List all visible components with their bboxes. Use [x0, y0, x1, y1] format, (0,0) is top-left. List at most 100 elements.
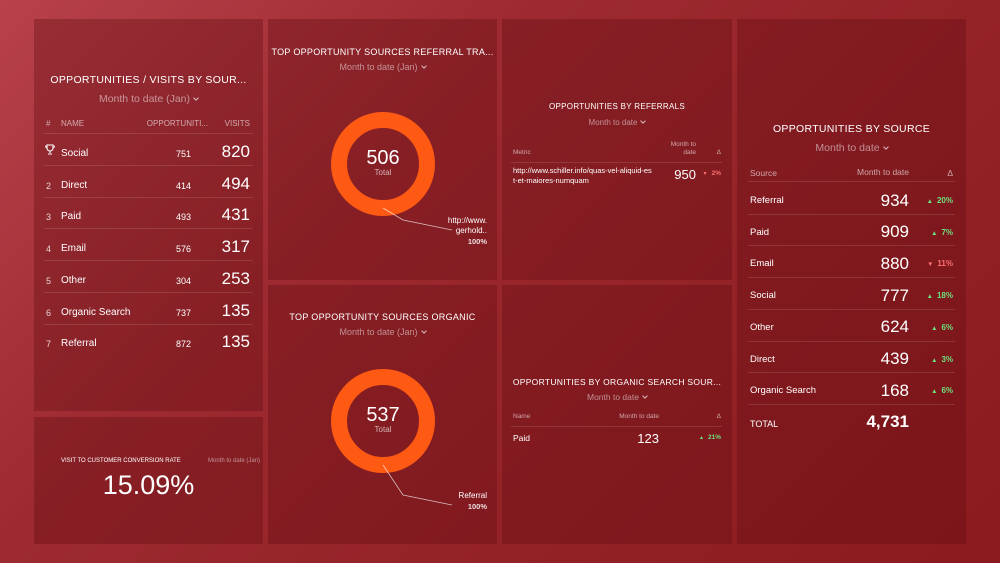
row-value: 880 — [880, 253, 909, 273]
row-value: 909 — [880, 222, 909, 242]
row-delta: ▲ 20% — [927, 196, 953, 205]
row-name: Paid — [513, 433, 531, 443]
opportunities: 304 — [175, 275, 191, 286]
panel-title: OPPORTUNITIES BY ORGANIC SEARCH SOUR... — [512, 377, 722, 387]
row-divider — [748, 277, 955, 279]
conversion-panel: VISIT TO CUSTOMER CONVERSION RATE Month t… — [34, 417, 263, 544]
panel-title: OPPORTUNITIES BY REFERRALS — [549, 102, 685, 111]
donut-total-label: Total — [374, 168, 392, 177]
period-selector: Month to date (Jan) — [208, 458, 261, 464]
slice-percent: 100% — [467, 502, 487, 511]
row-divider — [748, 245, 955, 247]
opportunities: 576 — [175, 244, 191, 255]
column-header: # — [46, 119, 51, 128]
delta-arrow: ▲ — [931, 229, 938, 237]
delta-arrow: ▲ — [698, 435, 704, 441]
delta-arrow: ▼ — [702, 171, 708, 177]
slice-percent: 100% — [467, 237, 487, 246]
total-value: 4,731 — [866, 412, 909, 431]
column-header: Source — [750, 168, 777, 178]
donut-total: 506 — [366, 147, 400, 169]
column-header: NAME — [61, 119, 85, 128]
kpi-value: 15.09% — [102, 470, 195, 500]
delta-arrow: ▲ — [926, 293, 933, 301]
visits: 135 — [221, 300, 250, 320]
rank: 5 — [46, 275, 52, 286]
panel-title: OPPORTUNITIES BY SOURCE — [772, 123, 931, 135]
rank: 3 — [46, 212, 52, 223]
period-selector[interactable]: Month to date (Jan) — [34, 93, 263, 105]
opportunities: 414 — [175, 180, 191, 191]
row-divider — [44, 323, 253, 325]
row-value: 777 — [880, 285, 909, 305]
column-header: Metric — [513, 149, 531, 156]
row-value: 624 — [880, 317, 909, 337]
row-divider — [748, 372, 955, 374]
period-selector[interactable]: Month to date (Jan) — [268, 327, 497, 337]
row-divider — [748, 213, 955, 215]
organic-donut-panel: TOP OPPORTUNITY SOURCES ORGANIC Month to … — [268, 285, 497, 544]
column-header: OPPORTUNITI... — [146, 119, 208, 128]
column-header: VISITS — [224, 119, 250, 128]
row-name: Email — [750, 258, 774, 270]
opportunities: 493 — [175, 212, 191, 223]
leader-line — [382, 464, 453, 506]
donut-chart — [331, 369, 453, 506]
row-delta: ▲ 6% — [931, 323, 953, 332]
rank: 4 — [46, 244, 52, 255]
donut-total: 537 — [366, 404, 400, 426]
donut-total-label: Total — [374, 425, 392, 434]
row-delta: ▲ 6% — [931, 386, 953, 395]
referral-donut-panel: TOP OPPORTUNITY SOURCES REFERRAL TRA... M… — [268, 19, 497, 280]
period-selector[interactable]: Month to date — [737, 142, 966, 154]
row-name: Referral — [750, 195, 784, 206]
rank: 6 — [46, 307, 52, 318]
source-name: Other — [61, 274, 87, 286]
visits: 494 — [221, 173, 250, 193]
row-value: 950 — [674, 166, 696, 182]
row-divider — [44, 228, 253, 230]
column-header: Month to date — [857, 167, 909, 177]
row-divider — [44, 291, 253, 293]
column-header: Name — [513, 413, 531, 420]
period-selector[interactable]: Month to date — [502, 118, 732, 127]
source-name: Direct — [61, 179, 88, 191]
period-selector[interactable]: Month to date — [502, 392, 732, 402]
row-value: 168 — [880, 380, 909, 400]
row-divider — [44, 165, 253, 166]
column-header: Δ — [716, 413, 721, 420]
column-header: Δ — [716, 149, 721, 156]
row-divider — [511, 426, 722, 427]
delta-arrow: ▲ — [931, 388, 938, 396]
period-selector[interactable]: Month to date (Jan) — [268, 62, 497, 72]
row-divider — [748, 308, 955, 310]
trophy-icon — [45, 144, 55, 155]
row-delta: ▼ 2% — [702, 170, 721, 177]
row-delta: ▲ 3% — [931, 355, 953, 364]
organic-panel: OPPORTUNITIES BY ORGANIC SEARCH SOUR... M… — [502, 285, 732, 544]
row-value: 439 — [880, 349, 909, 368]
row-delta: ▲ 18% — [927, 291, 953, 300]
visits: 135 — [221, 332, 250, 352]
delta-value: 7% — [941, 227, 953, 237]
row-delta: ▼ 11% — [927, 259, 953, 268]
row-divider — [748, 181, 955, 182]
row-divider — [748, 403, 955, 405]
slice-label: http://www.gerhold.. — [447, 216, 487, 235]
visits: 317 — [221, 237, 250, 257]
source-name: Email — [61, 243, 87, 255]
column-header: Month to date — [619, 413, 659, 420]
row-divider — [44, 260, 253, 262]
slice-label: Referral — [458, 491, 487, 500]
panel-title: TOP OPPORTUNITY SOURCES REFERRAL TRA... — [271, 47, 494, 57]
visits: 253 — [221, 268, 250, 288]
row-name: Social — [750, 290, 776, 302]
referrals-panel: OPPORTUNITIES BY REFERRALS Month to date M… — [502, 19, 732, 280]
row-name: http://www.schiller.info/quas-vel-aliqui… — [513, 166, 652, 185]
source-name: Referral — [61, 338, 97, 350]
row-value: 123 — [637, 430, 659, 446]
total-label: TOTAL — [750, 419, 779, 429]
visits: 820 — [221, 142, 250, 161]
